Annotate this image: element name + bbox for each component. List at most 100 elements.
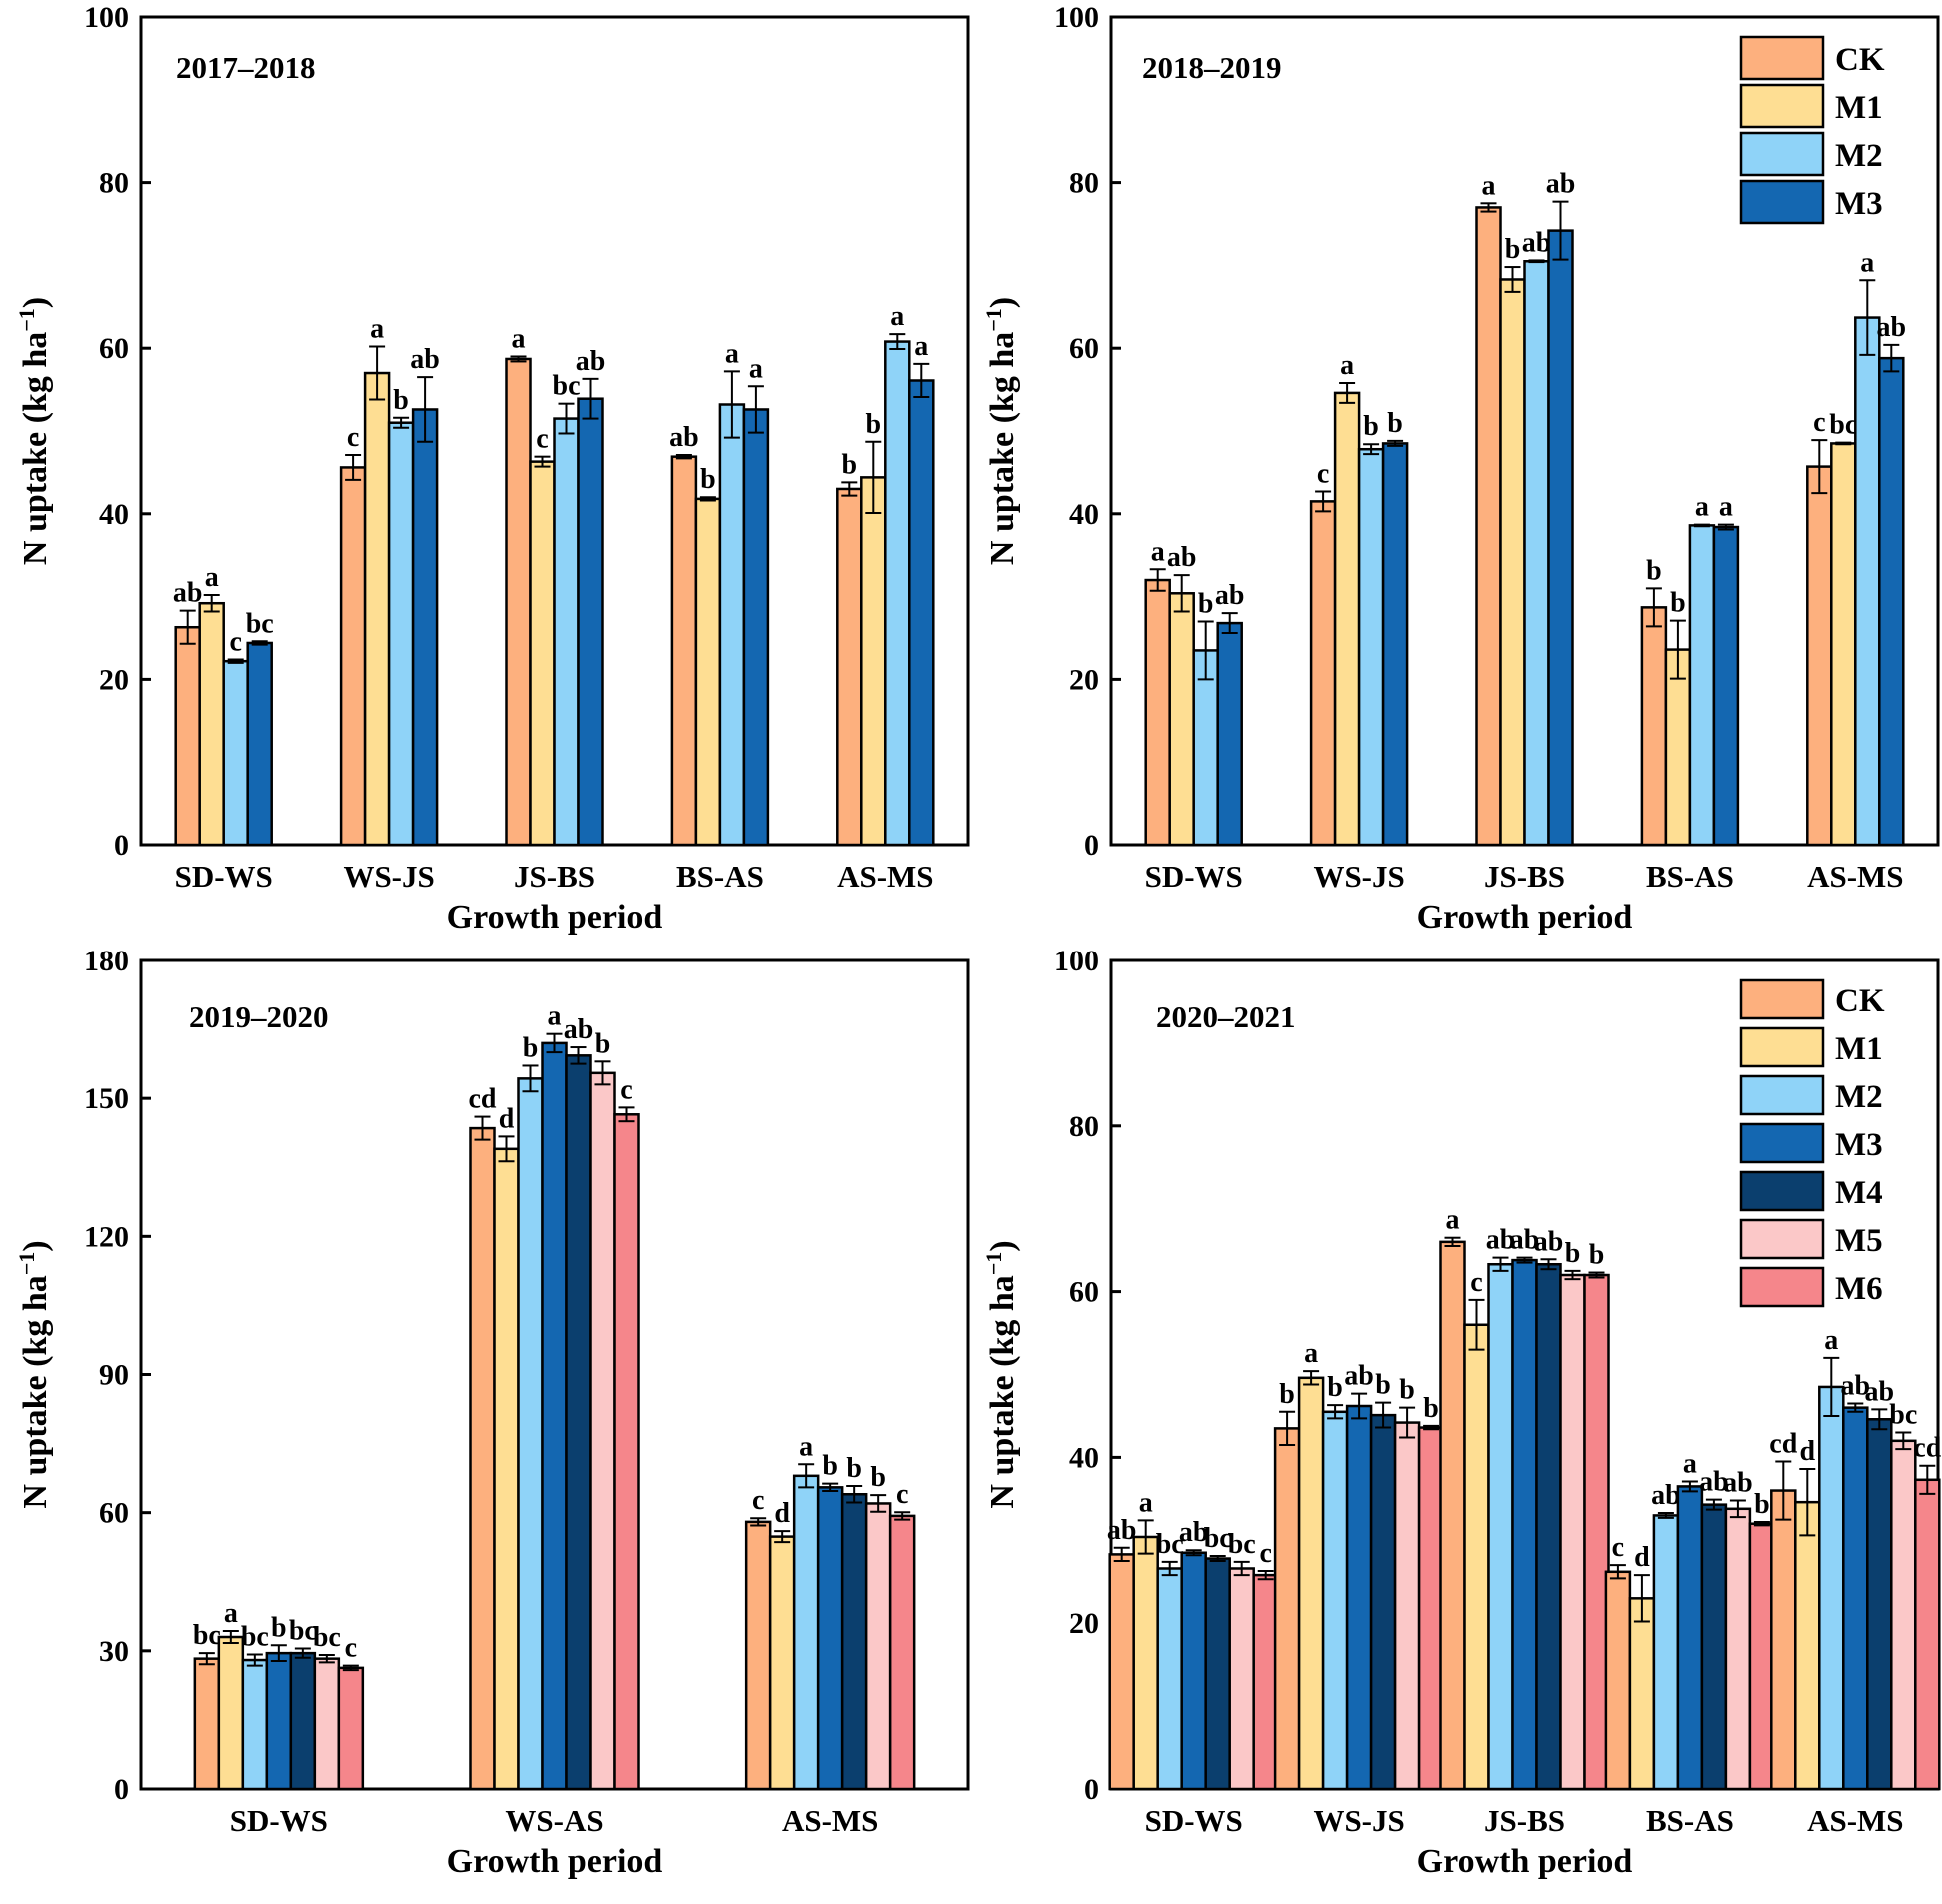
bar-m6 (337, 1666, 365, 1791)
significance-label: ab (564, 1014, 594, 1045)
bar-m1 (768, 1535, 796, 1791)
bar-m5 (1393, 1421, 1421, 1791)
chart-panel-1: 0 20 40 60 80 100 N uptake (kg ha−1) Growth per… (14, 1, 970, 936)
significance-label: c (536, 424, 548, 455)
bar-m2 (1854, 316, 1881, 847)
legend-label-m3: M3 (1835, 186, 1883, 222)
significance-label: a (370, 314, 384, 345)
significance-label: ab (1179, 1517, 1209, 1548)
bar-m2 (1487, 1262, 1514, 1791)
y-tick-label: 0 (114, 829, 129, 862)
x-tick-label: AS-MS (837, 859, 933, 894)
significance-label: ab (669, 422, 699, 453)
significance-label: b (1387, 408, 1403, 439)
bar-m5 (589, 1071, 616, 1791)
significance-label: a (1151, 536, 1165, 567)
significance-label: b (1565, 1238, 1581, 1269)
significance-label: b (1423, 1393, 1439, 1424)
significance-label: c (1612, 1532, 1624, 1563)
bar-m5 (1890, 1439, 1917, 1791)
bar-m3 (1712, 525, 1740, 847)
bar-m2 (1357, 447, 1385, 847)
x-tick-label: WS-JS (1313, 859, 1404, 894)
significance-label: a (890, 301, 904, 332)
significance-label: d (499, 1103, 515, 1134)
bar-ck (1806, 465, 1833, 847)
significance-label: ab (1215, 580, 1245, 611)
chart-panel-2: 0 20 40 60 80 100 N uptake (kg ha−1) Growth per… (981, 1, 1940, 936)
significance-label: c (229, 627, 241, 658)
significance-label: a (548, 1001, 562, 1032)
significance-label: bc (553, 371, 581, 402)
significance-label: ab (1546, 169, 1576, 200)
legend-swatch-m6 (1739, 1266, 1825, 1308)
chart-title: 2017–2018 (176, 50, 316, 85)
significance-label: a (1139, 1487, 1153, 1518)
bar-m2 (387, 421, 415, 847)
significance-label: c (896, 1479, 908, 1510)
bar-m6 (1417, 1426, 1445, 1791)
significance-label: b (1754, 1489, 1770, 1520)
significance-label: ab (1107, 1515, 1137, 1546)
bar-ck (174, 625, 201, 847)
chart-panel-4: 0 20 40 60 80 100 N uptake (kg ha−1) Growth per… (981, 945, 1942, 1880)
bar-m3 (1345, 1404, 1373, 1791)
significance-label: d (1800, 1436, 1816, 1467)
significance-label: bc (193, 1620, 221, 1651)
significance-label: ab (1522, 227, 1552, 258)
significance-label: c (1259, 1538, 1271, 1569)
x-tick-label: BS-AS (676, 859, 764, 894)
significance-label: d (774, 1498, 790, 1529)
y-tick-label: 0 (1084, 829, 1099, 862)
significance-label: a (1824, 1325, 1838, 1356)
bar-m3 (246, 641, 273, 847)
significance-label: b (393, 385, 409, 416)
significance-label: a (749, 353, 763, 384)
significance-label: a (1482, 170, 1496, 201)
y-tick-label: 120 (84, 1220, 129, 1253)
significance-label: ab (1877, 312, 1907, 343)
bar-m4 (1204, 1557, 1231, 1791)
significance-label: bc (246, 608, 274, 639)
bar-m1 (198, 601, 225, 847)
bar-m5 (1724, 1507, 1752, 1791)
bar-m2 (222, 659, 249, 847)
bar-m2 (1688, 524, 1716, 847)
significance-label: bc (241, 1622, 269, 1653)
x-tick-label: WS-JS (1313, 1803, 1404, 1838)
x-tick-label: BS-AS (1646, 1803, 1734, 1838)
y-tick-label: 20 (1069, 1607, 1099, 1640)
bar-ck (670, 455, 698, 847)
legend: CK M1 M2 M3 M4 M5 M6 (1739, 978, 1885, 1308)
significance-label: a (914, 331, 928, 362)
bar-ck (1604, 1570, 1632, 1791)
significance-label: d (1634, 1542, 1650, 1573)
chart-title: 2020–2021 (1156, 999, 1296, 1034)
bar-m2 (1321, 1410, 1349, 1791)
significance-label: a (1860, 247, 1874, 278)
significance-label: cd (469, 1084, 497, 1115)
legend-label-m3: M3 (1835, 1127, 1883, 1163)
y-axis-label: N uptake (kg ha−1) (981, 1240, 1022, 1508)
bar-ck (744, 1520, 772, 1791)
bar-m1 (1132, 1535, 1159, 1791)
bar-m3 (742, 408, 770, 847)
bar-m5 (1228, 1567, 1255, 1791)
bar-ck (1273, 1427, 1301, 1791)
bar-m2 (792, 1474, 820, 1791)
bar-ck (1108, 1553, 1135, 1791)
bar-m3 (1878, 356, 1905, 847)
significance-label: a (1683, 1448, 1697, 1479)
legend: CK M1 M2 M3 (1739, 35, 1885, 225)
legend-label-m5: M5 (1835, 1223, 1883, 1259)
bar-ck (1475, 206, 1502, 847)
bar-m1 (1168, 592, 1195, 847)
chart-panel-3: 0 30 60 90 120 150 180 N uptake (kg ha−1) Growth… (14, 945, 970, 1880)
significance-label: c (1317, 458, 1329, 489)
y-tick-label: 20 (1069, 663, 1099, 696)
x-tick-label: AS-MS (782, 1803, 878, 1838)
x-tick-label: BS-AS (1646, 859, 1734, 894)
x-tick-label: WS-JS (343, 859, 434, 894)
bar-m3 (265, 1651, 293, 1791)
